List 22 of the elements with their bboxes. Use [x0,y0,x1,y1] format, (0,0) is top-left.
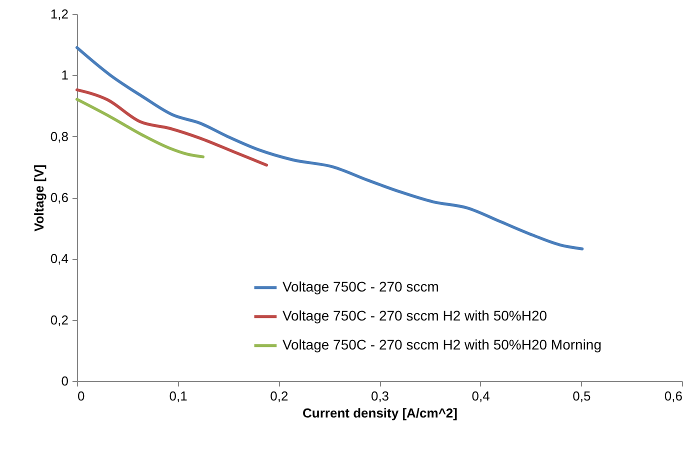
x-axis-title: Current density [A/cm^2] [302,406,458,420]
line-series [76,98,205,158]
line-series [76,88,268,167]
x-tick-label: 0,4 [472,388,490,404]
y-tick-label: 1,2 [50,6,68,22]
y-tick-label: 0,4 [50,251,68,266]
y-tick-label: 1 [61,68,68,83]
legend-label: Voltage 750C - 270 sccm [282,278,439,295]
x-tick-label: 0,5 [572,388,591,404]
x-tick-label: 0,1 [169,388,188,404]
x-tick-label: 0,6 [664,388,682,404]
y-tick-label: 0,8 [50,128,68,144]
x-tick-label: 0,3 [370,388,390,404]
y-axis-title: Voltage [V] [31,164,46,232]
line-series [76,46,584,250]
legend-label: Voltage 750C - 270 sccm H2 with 50%H20 Morning [282,336,602,353]
y-tick-label: 0,2 [50,312,68,328]
x-tick-label: 0 [78,388,85,404]
x-tick-label: 0,2 [270,388,288,404]
y-tick-label: 0,6 [50,190,68,205]
y-tick-label: 0 [61,374,68,388]
legend-label: Voltage 750C - 270 sccm H2 with 50%H20 [282,308,548,324]
